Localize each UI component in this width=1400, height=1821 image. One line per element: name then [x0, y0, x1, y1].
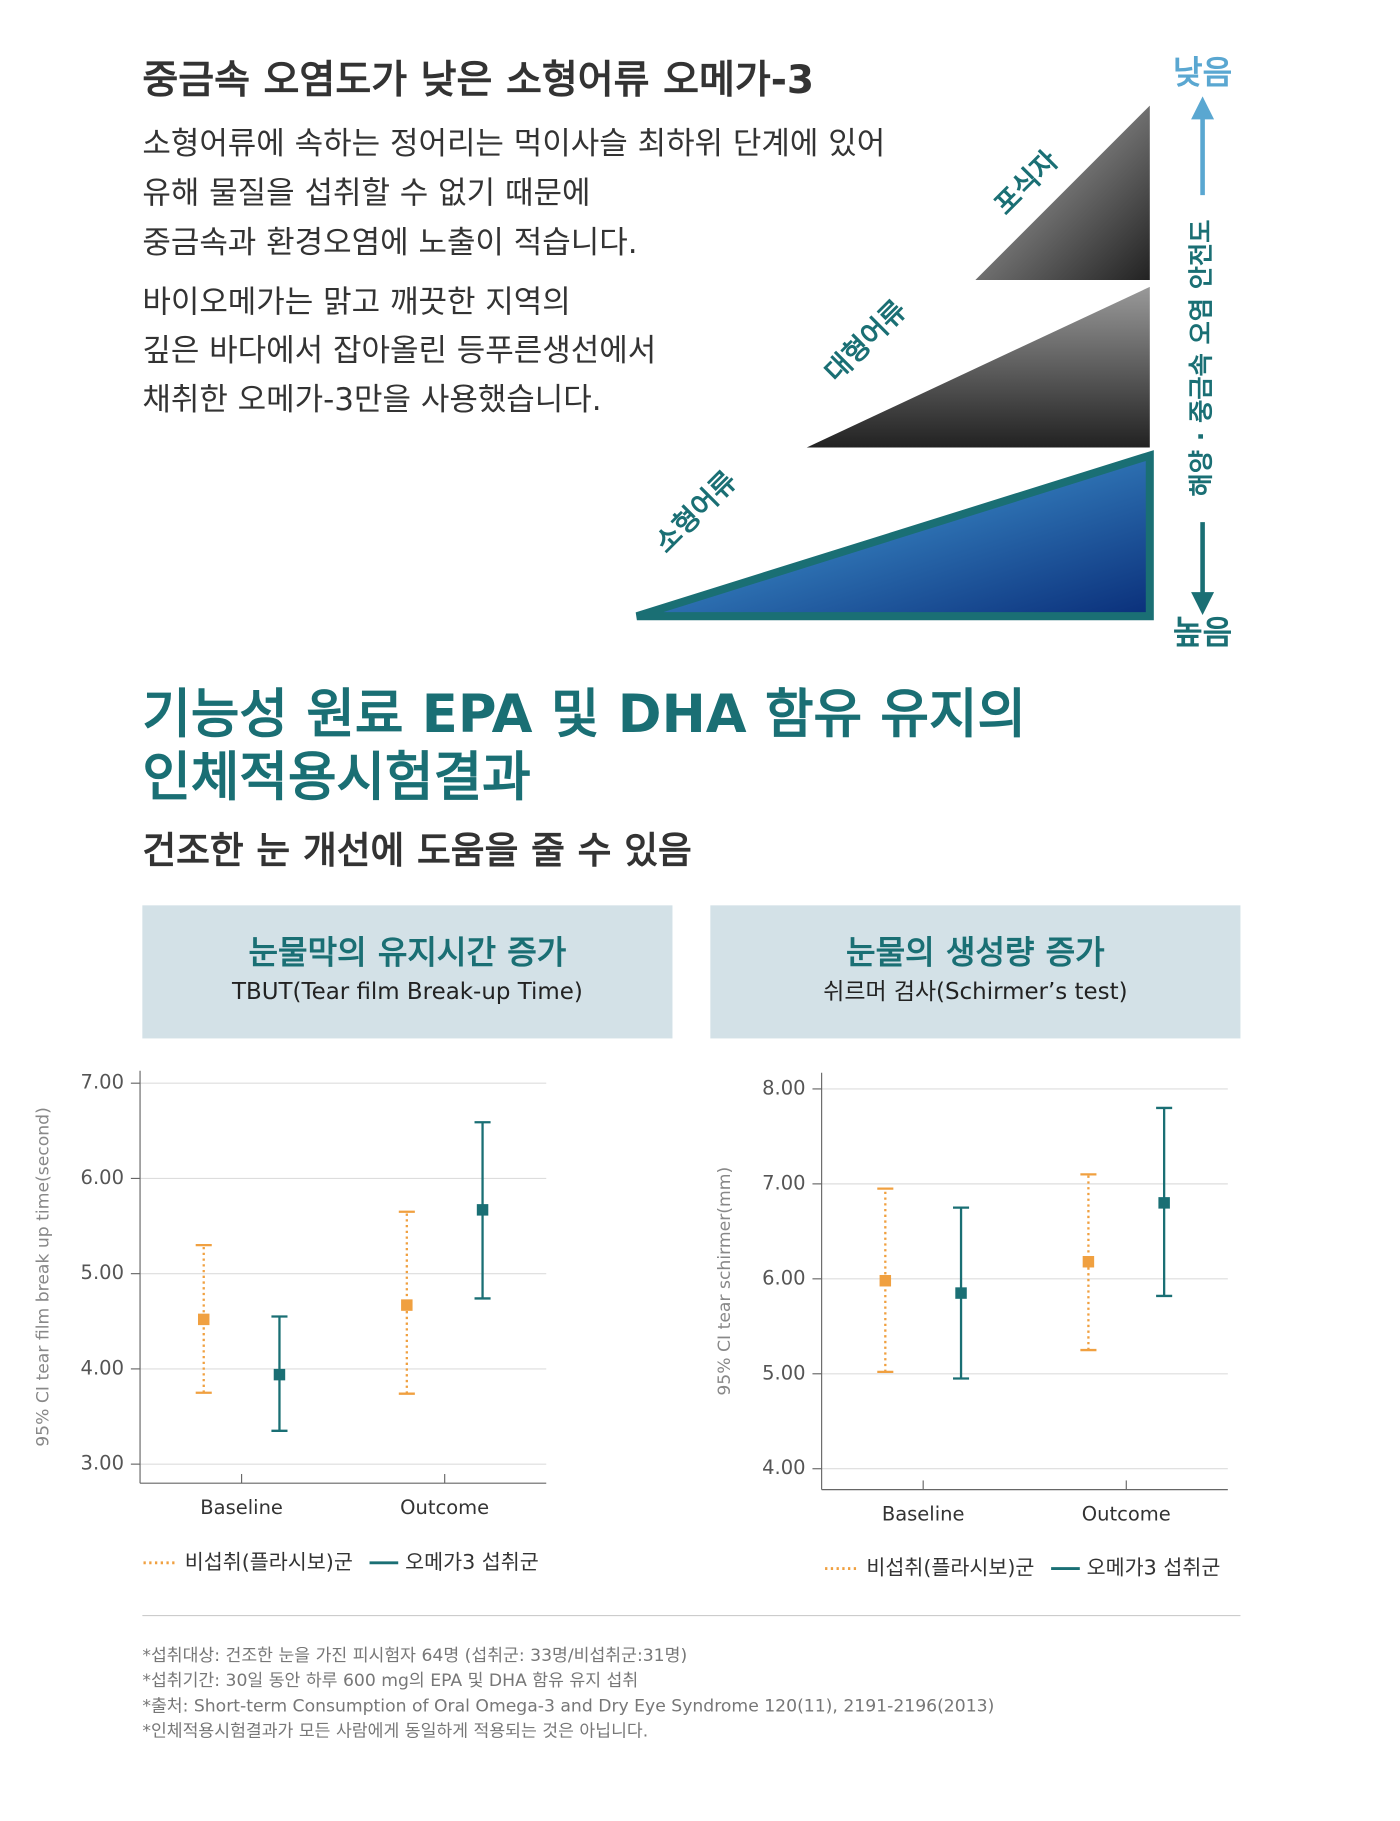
axis-top: 낮음 — [1173, 54, 1232, 92]
point — [197, 1313, 210, 1326]
intro-line: 바이오메가는 맑고 깨끗한 지역의 — [142, 285, 570, 321]
x-tick-label: Outcome — [1082, 1502, 1171, 1525]
point — [955, 1287, 967, 1299]
y-tick-label: 4.00 — [762, 1456, 805, 1479]
section-subtitle: 건조한 눈 개선에 도움을 줄 수 있음 — [142, 829, 691, 872]
pyramid-top — [975, 105, 1150, 280]
y-tick-label: 5.00 — [81, 1261, 124, 1284]
point — [1082, 1256, 1095, 1268]
pyramid-middle — [806, 286, 1150, 448]
intro-line: 소형어류에 속하는 정어리는 먹이사슬 최하위 단계에 있어 — [142, 126, 885, 162]
pyramid-bottom — [635, 450, 1154, 621]
section-title: 기능성 원료 EPA 및 DHA 함유 유지의 — [142, 684, 1026, 745]
y-tick-label: 3.00 — [81, 1452, 124, 1475]
y-tick-label: 4.00 — [81, 1356, 124, 1379]
axis-bottom: 높음 — [1173, 614, 1232, 652]
panel — [710, 905, 1241, 1039]
x-tick-label: Baseline — [200, 1496, 283, 1519]
intro-line: 유해 물질을 섭취할 수 없기 때문에 — [142, 176, 590, 212]
y-tick-label: 7.00 — [762, 1171, 805, 1194]
panel-subtitle: TBUT(Tear film Break-up Time) — [231, 979, 583, 1005]
intro-line: 깊은 바다에서 잡아올린 등푸른생선에서 — [142, 333, 656, 369]
intro-title: 중금속 오염도가 낮은 소형어류 오메가-3 — [142, 58, 814, 103]
arrow-head — [1191, 96, 1215, 120]
y-tick-label: 5.00 — [762, 1361, 805, 1384]
panel — [142, 905, 673, 1039]
panel-title: 눈물막의 유지시간 증가 — [249, 934, 567, 972]
legend-label: 비섭취(플라시보)군 — [866, 1556, 1034, 1580]
legend-label: 오메가3 섭취군 — [405, 1550, 539, 1574]
point — [476, 1204, 489, 1216]
point — [401, 1299, 413, 1311]
legend-label: 오메가3 섭취군 — [1087, 1556, 1221, 1580]
point — [273, 1368, 286, 1381]
footnote: *섭취기간: 30일 동안 하루 600 mg의 EPA 및 DHA 함유 유지… — [142, 1671, 638, 1691]
y-tick-label: 8.00 — [762, 1076, 805, 1099]
intro-line: 채취한 오메가-3만을 사용했습니다. — [142, 382, 601, 418]
intro-text: 소형어류에 속하는 정어리는 먹이사슬 최하위 단계에 있어 유해 물질을 섭취… — [142, 126, 885, 418]
y-axis-title: 95% CI tear film break up time(second) — [34, 1107, 54, 1447]
footnote: *출처: Short-term Consumption of Oral Omeg… — [142, 1696, 994, 1716]
panel-title: 눈물의 생성량 증가 — [846, 934, 1105, 972]
arrow-head — [1191, 592, 1215, 616]
point — [879, 1274, 892, 1287]
y-tick-label: 6.00 — [762, 1266, 805, 1289]
intro-line: 중금속과 환경오염에 노출이 적습니다. — [142, 225, 637, 261]
x-tick-label: Baseline — [882, 1502, 965, 1525]
footnote: *섭취대상: 건조한 눈을 가진 피시험자 64명 (섭취군: 33명/비섭취군… — [142, 1646, 687, 1666]
y-tick-label: 6.00 — [81, 1166, 124, 1189]
axis-label: 해양 · 중금속 오염 안전도 — [1187, 220, 1216, 497]
pyramid-label: 대형어류 — [819, 294, 913, 388]
legend-label: 비섭취(플라시보)군 — [185, 1550, 353, 1574]
panel-subtitle: 쉬르머 검사(Schirmer’s test) — [823, 979, 1127, 1005]
pyramid-label: 소형어류 — [649, 465, 743, 559]
x-tick-label: Outcome — [400, 1496, 489, 1519]
y-axis-title: 95% CI tear schirmer(mm) — [715, 1167, 735, 1396]
y-tick-label: 7.00 — [81, 1071, 124, 1094]
section-title: 인체적용시험결과 — [142, 747, 530, 808]
point — [1158, 1197, 1170, 1209]
footnote: *인체적용시험결과가 모든 사람에게 동일하게 적용되는 것은 아닙니다. — [142, 1721, 648, 1741]
